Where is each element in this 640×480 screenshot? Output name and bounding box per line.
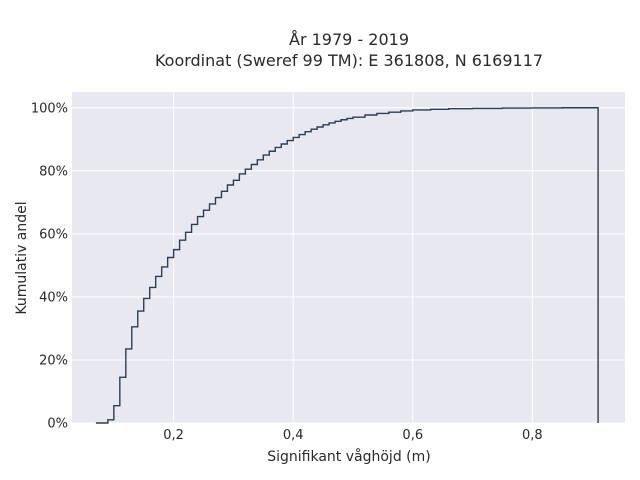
x-tick-label: 0,6 [402,428,423,443]
x-axis-label: Signifikant våghöjd (m) [267,448,430,465]
y-tick-label: 0% [47,417,68,432]
chart-title: År 1979 - 2019 [289,30,409,49]
x-tick-label: 0,8 [522,428,543,443]
y-tick-label: 100% [31,101,68,116]
y-tick-label: 60% [39,227,68,242]
x-axis-ticks: 0,2 0,4 0,6 0,8 [163,428,542,443]
plot-area [72,92,625,423]
cumulative-step-line [95,107,599,424]
x-tick-label: 0,2 [163,428,184,443]
x-tick-label: 0,4 [283,428,304,443]
y-tick-label: 40% [39,290,68,305]
y-axis-label: Kumulativ andel [14,201,30,314]
chart-subtitle: Koordinat (Sweref 99 TM): E 361808, N 61… [155,51,543,70]
y-tick-label: 80% [39,164,68,179]
y-axis-ticks: 0% 20% 40% 60% 80% 100% [31,101,68,431]
y-tick-label: 20% [39,353,68,368]
